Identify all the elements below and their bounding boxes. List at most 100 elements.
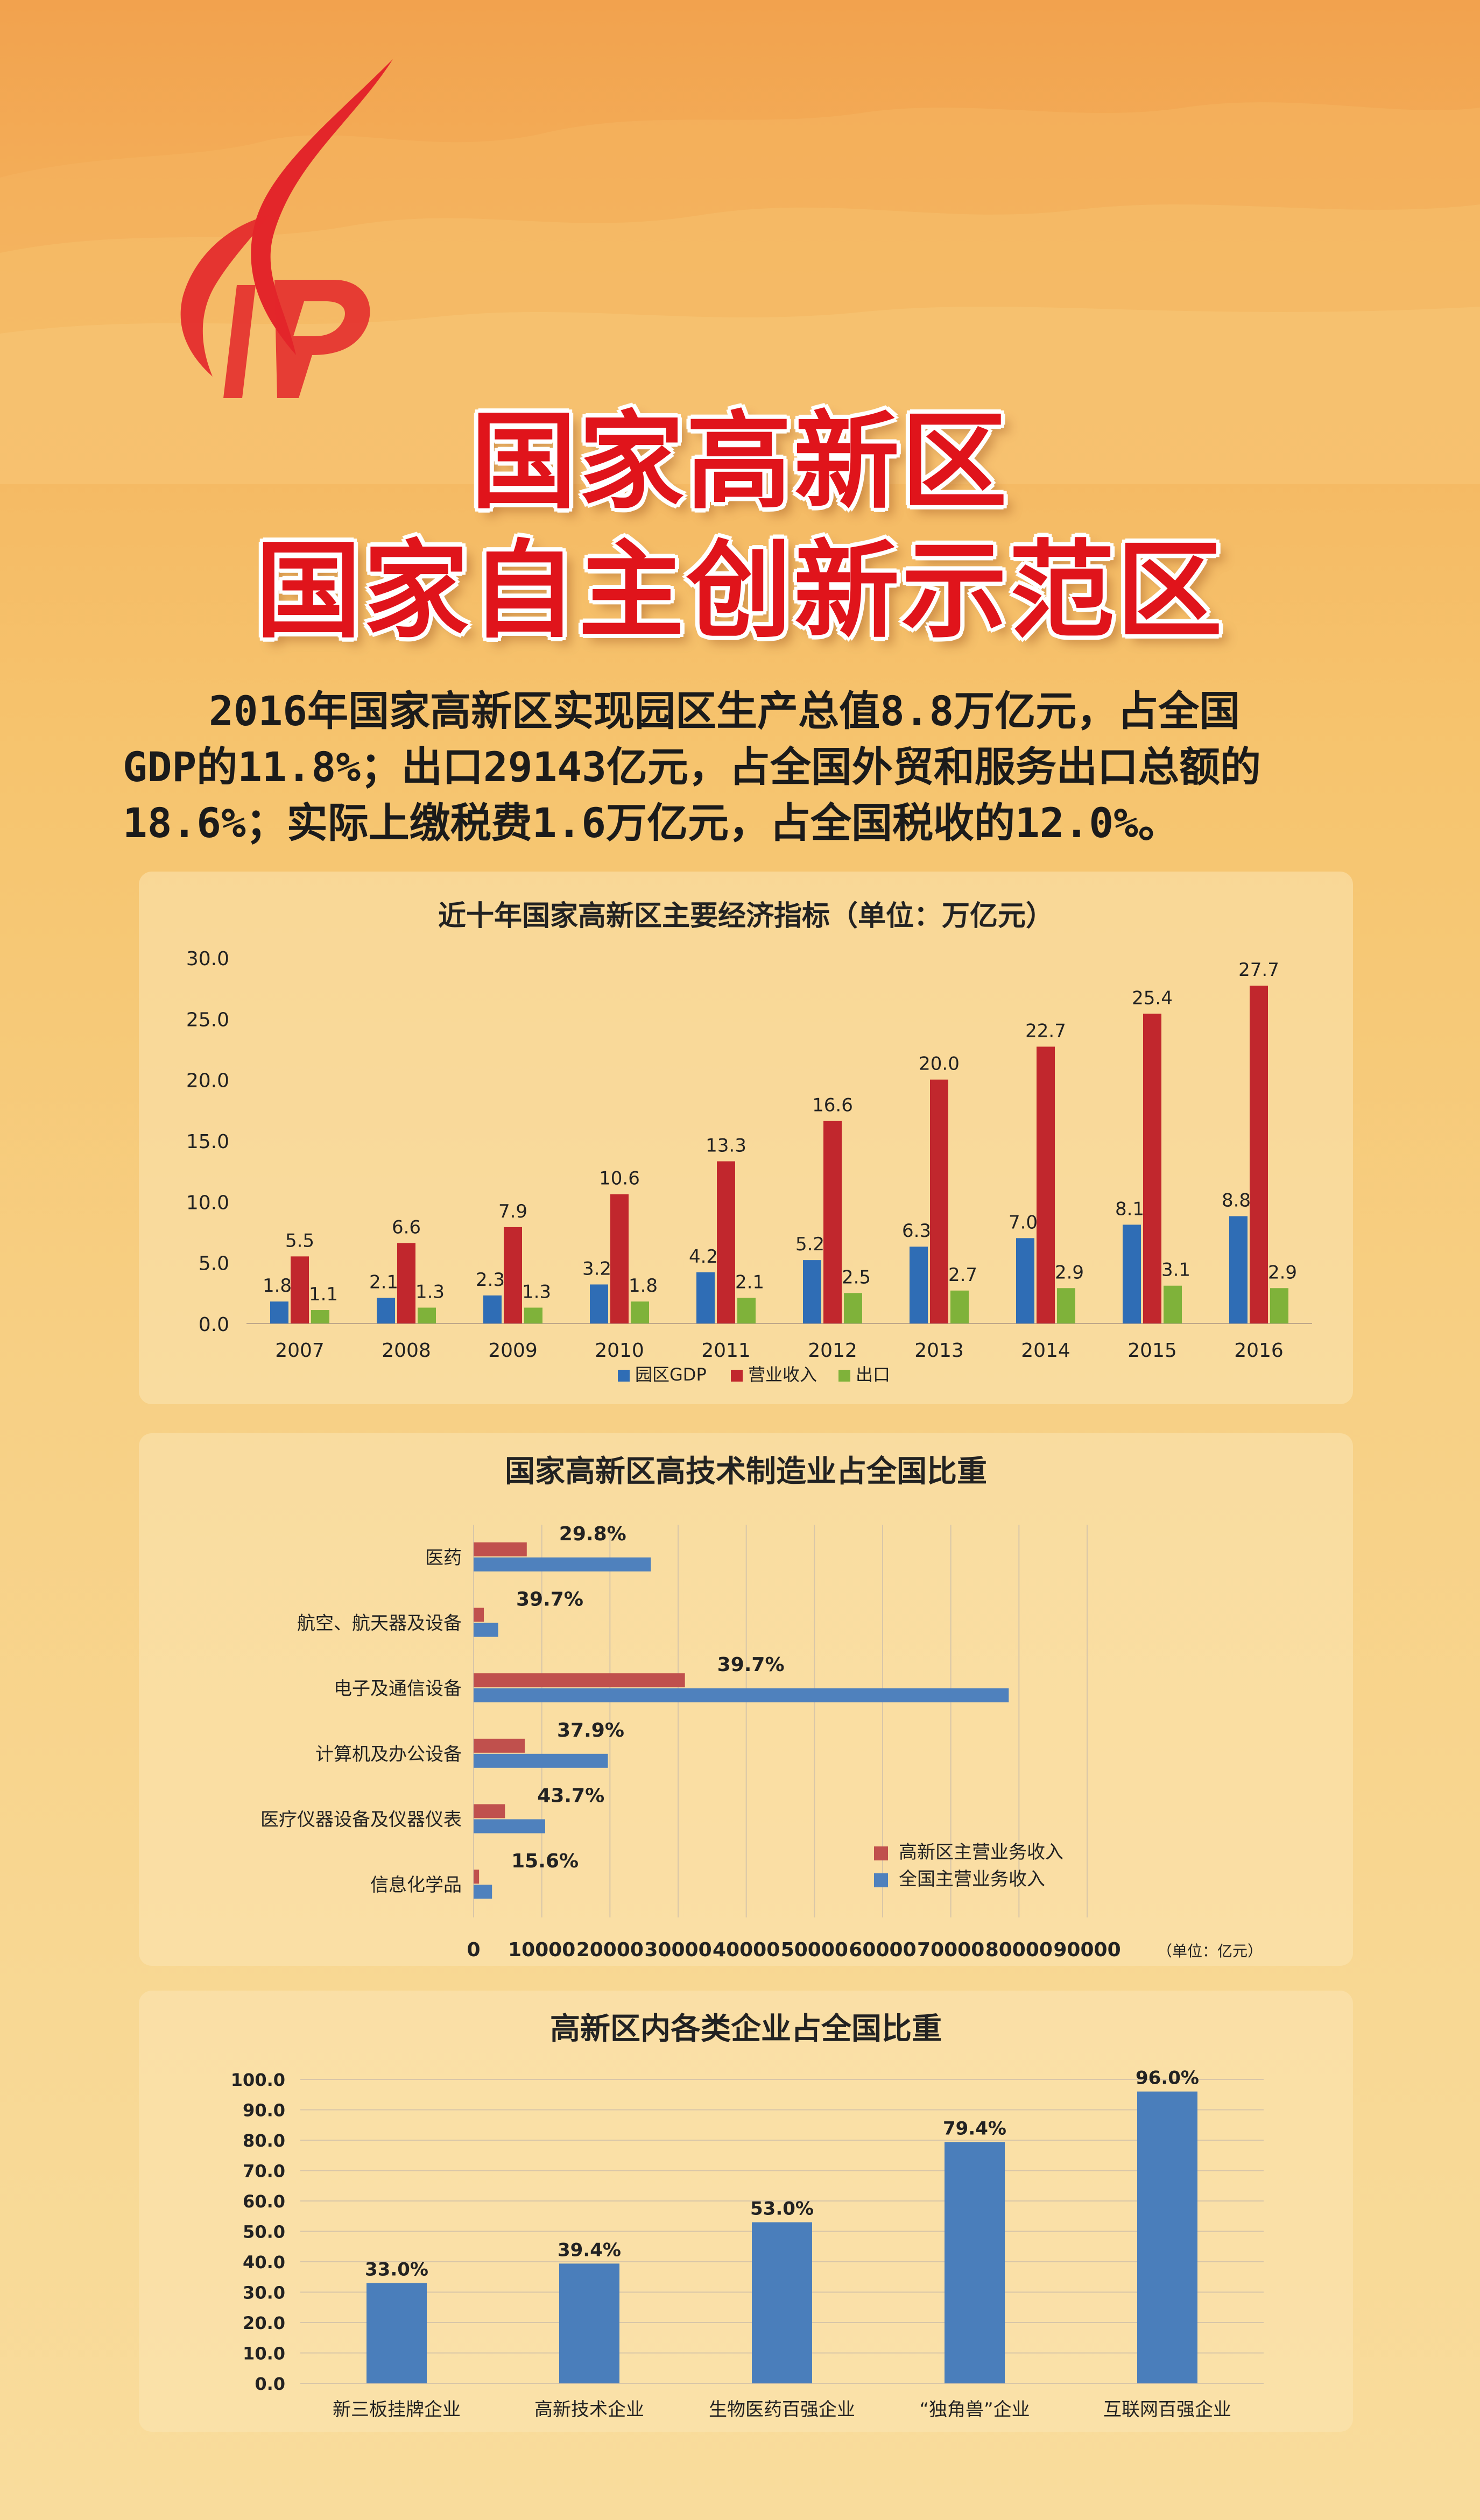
bar-1 (474, 1688, 1009, 1703)
data-label: 1.8 (263, 1275, 292, 1297)
bar-2 (418, 1307, 436, 1323)
enterprise-share-chart: 高新区内各类企业占全国比重 0.0 10.0 20.0 30.0 40.0 50.0 60.0… (231, 2012, 1264, 2420)
bar-1 (504, 1227, 522, 1323)
bar-1 (823, 1121, 842, 1323)
data-label: 3.2 (582, 1258, 611, 1279)
bar-0 (474, 1608, 484, 1622)
data-label: 2.9 (1268, 1262, 1297, 1283)
torch-logo (180, 59, 393, 398)
bar-1 (1250, 986, 1268, 1323)
bar-0 (270, 1301, 288, 1323)
data-label: 37.9% (557, 1719, 624, 1742)
bar-0 (474, 1673, 685, 1688)
bar (559, 2263, 619, 2383)
bar-2 (1270, 1288, 1288, 1323)
data-label: 39.4% (558, 2239, 621, 2261)
legend-swatch-1 (874, 1873, 888, 1887)
data-label: 3.1 (1161, 1259, 1190, 1281)
x-tick-label: 2013 (914, 1340, 964, 1362)
bar (367, 2283, 427, 2383)
chart-title: 国家高新区高技术制造业占全国比重 (505, 1454, 987, 1489)
data-label: 39.7% (717, 1654, 785, 1676)
data-label: 6.3 (902, 1220, 931, 1242)
y-tick-label: 30.0 (186, 948, 229, 970)
x-tick-label: 2011 (701, 1340, 751, 1362)
bar-0 (696, 1272, 715, 1323)
intro-line-3: 18.6%；实际上缴税费1.6万亿元，占全国税收的12.0%。 (123, 799, 1179, 847)
x-tick-label: 高新技术企业 (534, 2399, 644, 2420)
y-tick-label: 20.0 (186, 1070, 229, 1092)
data-label: 7.0 (1009, 1212, 1038, 1233)
x-tick-label: 2009 (488, 1340, 538, 1362)
bar-1 (397, 1243, 415, 1323)
data-label: 43.7% (537, 1785, 604, 1807)
x-tick-label: 40000 (713, 1939, 780, 1961)
unit-note: （单位：亿元） (1157, 1942, 1263, 1960)
bar-0 (1229, 1216, 1248, 1323)
bar-1 (474, 1753, 608, 1768)
legend-label: 高新区主营业务收入 (899, 1842, 1063, 1863)
bar-0 (803, 1260, 821, 1323)
x-tick-label: 2010 (595, 1340, 644, 1362)
legend-label: 出口 (856, 1364, 890, 1385)
bar-0 (474, 1804, 505, 1818)
bar-0 (474, 1870, 480, 1884)
bar-2 (737, 1298, 756, 1323)
y-category-label: 信息化学品 (370, 1874, 462, 1896)
economic-indicators-chart: 近十年国家高新区主要经济指标（单位：万亿元） 0.0 5.0 10.0 15.0 20.0… (186, 900, 1312, 1385)
legend-swatch-0 (874, 1846, 888, 1860)
data-label: 13.3 (706, 1135, 746, 1157)
x-tick-label: 30000 (644, 1939, 711, 1961)
x-tick-label: 90000 (1053, 1939, 1120, 1961)
chart-panel-hightech-manufacturing: 国家高新区高技术制造业占全国比重 0 10000 20000 30000 40000 500… (139, 1433, 1353, 1966)
data-label: 29.8% (559, 1523, 626, 1545)
data-label: 2.1 (735, 1271, 764, 1293)
legend-label: 营业收入 (748, 1364, 817, 1385)
intro-paragraph: 2016年国家高新区实现园区生产总值8.8万亿元，占全国 GDP的11.8%；出… (123, 683, 1371, 851)
bar-1 (474, 1557, 651, 1572)
x-tick-label: “独角兽”企业 (919, 2399, 1030, 2420)
data-label: 2.9 (1055, 1262, 1084, 1283)
y-category-label: 医药 (425, 1547, 462, 1569)
data-label: 5.2 (795, 1234, 824, 1255)
x-tick-label: 2008 (382, 1340, 431, 1362)
y-category-label: 计算机及办公设备 (315, 1744, 462, 1765)
bar-1 (474, 1885, 492, 1899)
data-label: 1.8 (629, 1275, 658, 1297)
data-label: 16.6 (812, 1095, 853, 1116)
bar-1 (1037, 1046, 1055, 1323)
x-tick-label: 2015 (1127, 1340, 1177, 1362)
chart-panel-enterprise-share: 高新区内各类企业占全国比重 0.0 10.0 20.0 30.0 40.0 50.0 60.0… (139, 1991, 1353, 2432)
y-tick-label: 25.0 (186, 1009, 229, 1031)
x-tick-label: 60000 (849, 1939, 916, 1961)
x-tick-label: 20000 (576, 1939, 644, 1961)
data-label: 8.1 (1115, 1198, 1144, 1220)
data-label: 20.0 (919, 1053, 960, 1075)
data-label: 22.7 (1025, 1020, 1066, 1042)
bar-1 (930, 1079, 948, 1323)
x-tick-label: 80000 (985, 1939, 1053, 1961)
x-tick-label: 新三板挂牌企业 (333, 2399, 461, 2420)
bar-1 (474, 1819, 545, 1834)
bar-0 (1123, 1224, 1141, 1323)
legend-swatch-0 (618, 1370, 630, 1382)
data-label: 25.4 (1132, 987, 1173, 1009)
bar-0 (377, 1298, 395, 1323)
bar-2 (1164, 1285, 1182, 1323)
legend-swatch-1 (731, 1370, 743, 1382)
bar-1 (1143, 1014, 1161, 1323)
y-tick-label: 0.0 (199, 1314, 229, 1336)
y-tick-label: 80.0 (243, 2130, 285, 2151)
bar-2 (1057, 1288, 1075, 1323)
legend-swatch-2 (838, 1370, 850, 1382)
data-label: 96.0% (1136, 2068, 1199, 2089)
x-tick-label: 10000 (508, 1939, 575, 1961)
y-category-label: 航空、航天器及设备 (297, 1613, 462, 1634)
y-category-label: 医疗仪器设备及仪器仪表 (260, 1809, 462, 1831)
y-category-label: 电子及通信设备 (334, 1678, 462, 1700)
data-label: 2.3 (476, 1269, 505, 1291)
intro-line-2: GDP的11.8%；出口29143亿元，占全国外贸和服务出口总额的 (123, 743, 1261, 791)
y-tick-label: 10.0 (243, 2344, 285, 2364)
x-tick-label: 2012 (808, 1340, 857, 1362)
data-label: 27.7 (1238, 959, 1279, 981)
